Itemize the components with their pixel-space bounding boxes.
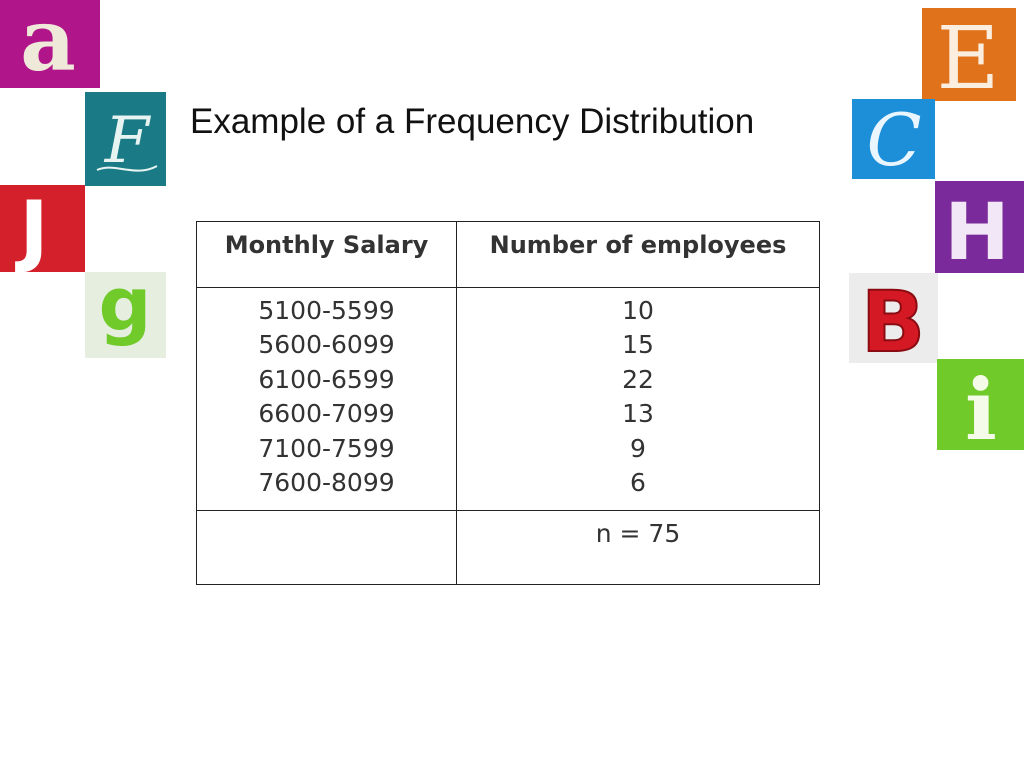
employee-count: 10 xyxy=(622,296,654,325)
employee-count: 13 xyxy=(622,399,654,429)
letter-tile-e: E xyxy=(922,8,1016,101)
svg-text:E: E xyxy=(937,9,1000,101)
svg-text:i: i xyxy=(965,360,997,450)
svg-text:C: C xyxy=(866,99,921,179)
table-footer-row: n = 75 xyxy=(196,510,820,586)
letter-tile-c: C xyxy=(852,99,935,179)
svg-text:a: a xyxy=(20,0,76,88)
salary-range: 5100-5599 xyxy=(258,296,395,325)
svg-text:F: F xyxy=(104,104,152,178)
letter-tile-i: i xyxy=(937,359,1024,450)
salary-range: 7600-8099 xyxy=(258,467,395,497)
employee-count: 15 xyxy=(622,330,654,360)
letter-tile-j: J xyxy=(0,185,85,272)
svg-text:g: g xyxy=(99,272,152,348)
header-number-of-employees: Number of employees xyxy=(456,221,820,288)
frequency-table: Monthly Salary Number of employees 5100-… xyxy=(196,221,820,586)
table-data-row: 5100-5599 5600-6099 6100-6599 6600-7099 … xyxy=(196,286,820,512)
svg-text:H: H xyxy=(944,188,1009,273)
salary-ranges-cell: 5100-5599 5600-6099 6100-6599 6600-7099 … xyxy=(196,286,457,512)
salary-range: 7100-7599 xyxy=(258,433,395,463)
svg-text:B: B xyxy=(861,273,925,363)
salary-range: 6600-7099 xyxy=(258,399,395,429)
letter-tile-b: B xyxy=(849,273,938,363)
header-monthly-salary: Monthly Salary xyxy=(196,221,457,288)
table-header-row: Monthly Salary Number of employees xyxy=(196,221,820,288)
letter-tile-g: g xyxy=(85,272,166,358)
employee-count: 22 xyxy=(622,364,654,394)
employee-count: 9 xyxy=(630,433,646,463)
letter-tile-f: F xyxy=(85,92,166,186)
salary-range: 6100-6599 xyxy=(258,364,395,394)
total-count: n = 75 xyxy=(456,510,820,586)
footer-empty-cell xyxy=(196,510,457,586)
letter-tile-a: a xyxy=(0,0,100,88)
employee-counts-cell: 10 15 22 13 9 6 xyxy=(456,286,820,512)
slide-title: Example of a Frequency Distribution xyxy=(190,102,755,141)
salary-range: 5600-6099 xyxy=(258,330,395,360)
employee-count: 6 xyxy=(630,467,646,497)
letter-tile-h: H xyxy=(935,181,1024,273)
svg-text:J: J xyxy=(14,186,48,272)
